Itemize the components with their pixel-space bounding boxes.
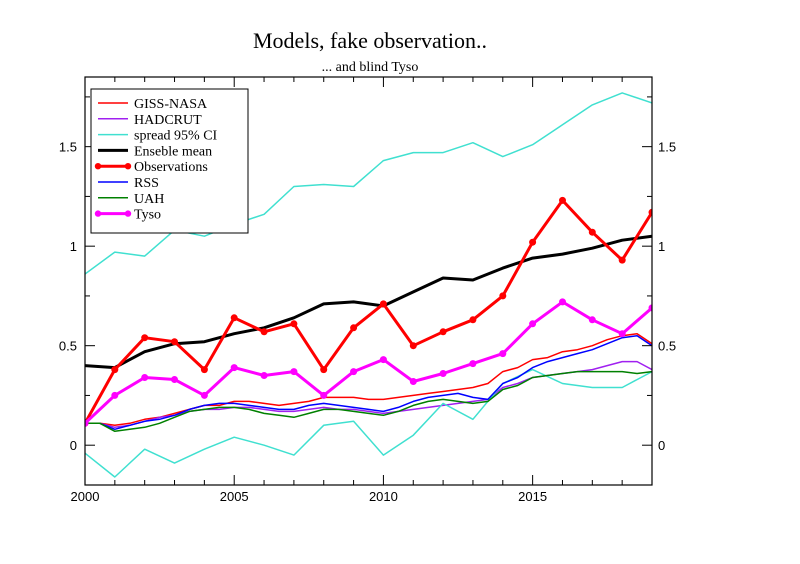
x-tick-label: 2015 — [518, 489, 547, 504]
series-5-point — [409, 342, 417, 350]
y-tick-label-right: 1 — [658, 239, 665, 254]
series-line-4 — [85, 234, 652, 370]
y-tick-label-right: 0 — [658, 438, 665, 453]
series-8-point — [230, 364, 238, 372]
legend-marker-8 — [124, 210, 132, 217]
legend-label-6: RSS — [134, 176, 159, 191]
series-8-point — [469, 360, 477, 368]
series-5-point — [469, 316, 477, 324]
series-5-point — [439, 328, 447, 336]
series-5-point — [230, 314, 238, 322]
series-8-point — [409, 378, 417, 385]
y-tick-label-right: 0.5 — [658, 339, 676, 354]
series-8-point — [290, 368, 298, 376]
x-tick-label: 2000 — [71, 489, 100, 504]
series-8-point — [141, 374, 149, 381]
legend-label-2: spread 95% CI — [134, 129, 218, 144]
legend-label-7: UAH — [134, 192, 164, 207]
legend-box — [90, 88, 249, 234]
y-tick-label-left: 0 — [70, 438, 77, 453]
legend-label-1: HADCRUT — [134, 113, 202, 128]
legend-label-5: Observations — [134, 160, 208, 175]
series-5-point — [350, 324, 358, 332]
series-8-point — [260, 372, 268, 379]
chart-subtitle: ... and blind Tyso — [322, 60, 419, 75]
y-tick-label-left: 1.5 — [59, 140, 77, 155]
chart-title: Models, fake observation.. — [253, 28, 487, 53]
axis-layer: 2000 2005 2010 2015 0 0 0.5 0.5 1 1 1.5 1.5 — [59, 77, 676, 504]
series-5-point — [320, 366, 328, 374]
legend-label-8: Tyso — [134, 208, 161, 223]
series-line-3 — [85, 368, 652, 478]
series-8-point — [439, 370, 447, 377]
legend-label-4: Enseble mean — [134, 144, 212, 159]
series-5-point — [200, 366, 208, 374]
series-8-point — [85, 419, 89, 427]
y-tick-label-right: 1.5 — [658, 140, 676, 155]
series-5-point — [588, 228, 596, 236]
series-5-point — [529, 238, 537, 246]
series-5-point — [559, 196, 566, 204]
series-5-point — [290, 320, 298, 328]
series-line-5 — [85, 198, 652, 425]
series-5-point — [499, 292, 507, 300]
series-5-point — [379, 300, 387, 308]
series-8-point — [529, 320, 537, 328]
legend-marker-5 — [124, 163, 132, 170]
series-line-1 — [85, 360, 652, 429]
series-line-8 — [85, 300, 652, 425]
series-8-point — [171, 376, 178, 383]
y-tick-label-left: 1 — [70, 239, 77, 254]
series-8-point — [379, 356, 387, 364]
x-tick-label: 2010 — [369, 489, 398, 504]
series-5-point — [260, 328, 268, 336]
x-tick-label: 2005 — [220, 489, 249, 504]
series-8-point — [648, 304, 652, 312]
series-line-0 — [85, 332, 652, 427]
series-8-point — [499, 350, 507, 358]
legend-marker-8 — [94, 210, 102, 217]
series-line-6 — [85, 334, 652, 431]
plot-frame — [84, 76, 653, 486]
series-8-point — [588, 316, 596, 324]
series-line-7 — [85, 370, 652, 433]
legend-label-0: GISS-NASA — [134, 97, 208, 112]
series-5-point — [618, 256, 626, 264]
series-5-point — [141, 334, 149, 342]
series-8-point — [350, 368, 358, 376]
series-5-point — [648, 208, 652, 216]
series-8-point — [618, 330, 626, 338]
series-8-point — [200, 391, 208, 399]
legend-marker-5 — [94, 163, 102, 170]
series-8-point — [559, 298, 566, 306]
series-5-point — [171, 338, 178, 346]
series-8-point — [111, 391, 119, 399]
y-tick-label-left: 0.5 — [59, 339, 77, 354]
series-5-point — [111, 366, 119, 374]
series-8-point — [320, 391, 328, 399]
